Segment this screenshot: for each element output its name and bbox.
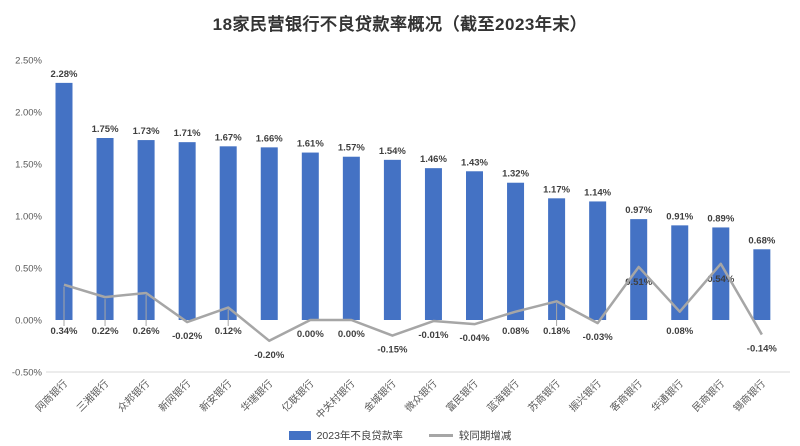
y-axis-tick-label: 0.00% bbox=[15, 316, 42, 327]
line-value-label: 0.08% bbox=[666, 326, 693, 337]
bar bbox=[178, 142, 196, 320]
bar-value-label: 1.66% bbox=[256, 133, 283, 144]
bar-value-label: 1.14% bbox=[584, 187, 611, 198]
line-series-label: 较同期增减 bbox=[458, 430, 512, 442]
x-axis-category-label: 富民银行 bbox=[443, 377, 480, 414]
bar-value-label: 2.28% bbox=[51, 69, 78, 80]
line-value-label: -0.02% bbox=[172, 331, 203, 342]
line-value-label: -0.03% bbox=[583, 332, 614, 343]
bar-value-label: 1.54% bbox=[379, 146, 406, 157]
bar-value-label: 1.75% bbox=[92, 124, 119, 135]
line-value-label: 0.51% bbox=[625, 277, 652, 288]
line-value-label: -0.15% bbox=[377, 345, 408, 356]
bar bbox=[383, 159, 401, 320]
line-value-label: 0.00% bbox=[338, 329, 365, 340]
x-axis-category-label: 网商银行 bbox=[33, 377, 70, 414]
bar bbox=[507, 182, 525, 320]
y-axis-tick-label: 1.50% bbox=[15, 160, 42, 171]
bar bbox=[219, 146, 237, 320]
x-axis-category-label: 客商银行 bbox=[607, 377, 644, 414]
x-axis-category-label: 亿联银行 bbox=[279, 377, 316, 414]
x-axis-category-label: 微众银行 bbox=[402, 377, 439, 414]
line-value-label: -0.01% bbox=[418, 330, 449, 341]
line-value-label: 0.00% bbox=[297, 329, 324, 340]
x-axis-category-label: 众邦银行 bbox=[115, 377, 152, 414]
y-axis-tick-label: 1.00% bbox=[15, 212, 42, 223]
line-value-label: -0.14% bbox=[747, 344, 778, 355]
y-axis-tick-label: -0.50% bbox=[12, 368, 43, 379]
bar bbox=[260, 147, 278, 320]
bar-value-label: 0.97% bbox=[625, 205, 652, 216]
line-value-label: 0.18% bbox=[543, 326, 570, 337]
bar-value-label: 1.32% bbox=[502, 169, 529, 180]
bar bbox=[753, 249, 771, 320]
line-value-label: 0.26% bbox=[133, 326, 160, 337]
bar bbox=[342, 156, 360, 320]
bar-value-label: 1.46% bbox=[420, 154, 447, 165]
bar-value-label: 1.73% bbox=[133, 126, 160, 137]
bar-value-label: 1.67% bbox=[215, 132, 242, 143]
bar-value-label: 0.89% bbox=[707, 213, 734, 224]
line-value-label: 0.08% bbox=[502, 326, 529, 337]
bar-value-label: 1.17% bbox=[543, 184, 570, 195]
x-axis-category-label: 中关村银行 bbox=[313, 377, 358, 422]
bar-value-label: 0.68% bbox=[748, 235, 775, 246]
line-value-label: 0.54% bbox=[707, 274, 734, 285]
x-axis-category-label: 新安银行 bbox=[197, 377, 234, 414]
x-axis-category-label: 华通银行 bbox=[648, 377, 685, 414]
bar-value-label: 0.91% bbox=[666, 211, 693, 222]
x-axis-category-label: 新网银行 bbox=[156, 377, 193, 414]
y-axis-tick-label: 2.00% bbox=[15, 108, 42, 119]
line-series-swatch bbox=[428, 434, 453, 437]
bar bbox=[589, 201, 607, 320]
legend-item-line-series: 较同期增减 bbox=[428, 428, 512, 443]
bar bbox=[671, 225, 689, 320]
line-value-label: -0.04% bbox=[459, 333, 490, 344]
chart-legend: 2023年不良贷款率 较同期增减 bbox=[0, 428, 800, 443]
line-value-label: 0.12% bbox=[215, 326, 242, 337]
bar-value-label: 1.43% bbox=[461, 157, 488, 168]
line-series bbox=[63, 262, 763, 343]
bar-value-label: 1.61% bbox=[297, 139, 324, 150]
line-value-label: 0.34% bbox=[51, 326, 78, 337]
x-axis-category-label: 锡商银行 bbox=[730, 377, 767, 414]
line-value-label: 0.22% bbox=[92, 326, 119, 337]
bar-value-label: 1.71% bbox=[174, 128, 201, 139]
x-axis-category-label: 蓝海银行 bbox=[484, 377, 521, 414]
y-axis-tick-label: 0.50% bbox=[15, 264, 42, 275]
bar bbox=[712, 227, 730, 320]
bar bbox=[96, 138, 114, 320]
x-axis-category-label: 三湘银行 bbox=[74, 377, 111, 414]
chart-title: 18家民营银行不良贷款率概况（截至2023年末） bbox=[212, 15, 588, 34]
legend-item-bar-series: 2023年不良贷款率 bbox=[288, 428, 403, 443]
line-value-label: -0.20% bbox=[254, 350, 285, 361]
bar bbox=[548, 198, 566, 320]
bar bbox=[466, 171, 483, 320]
bar-series-label: 2023年不良贷款率 bbox=[316, 430, 403, 442]
x-axis-category-label: 华瑞银行 bbox=[238, 377, 275, 414]
bar bbox=[137, 140, 155, 320]
x-axis-category-label: 苏商银行 bbox=[525, 377, 562, 414]
bar bbox=[630, 219, 648, 320]
bar-value-label: 1.57% bbox=[338, 143, 365, 154]
bar bbox=[55, 82, 73, 320]
bar bbox=[424, 168, 442, 320]
bar-series-swatch bbox=[288, 431, 311, 440]
x-axis-category-label: 民商银行 bbox=[689, 377, 726, 414]
y-axis-tick-label: 2.50% bbox=[15, 56, 42, 67]
bar bbox=[301, 152, 319, 320]
x-axis-category-label: 金城银行 bbox=[361, 377, 398, 414]
x-axis-category-label: 振兴银行 bbox=[566, 377, 603, 414]
